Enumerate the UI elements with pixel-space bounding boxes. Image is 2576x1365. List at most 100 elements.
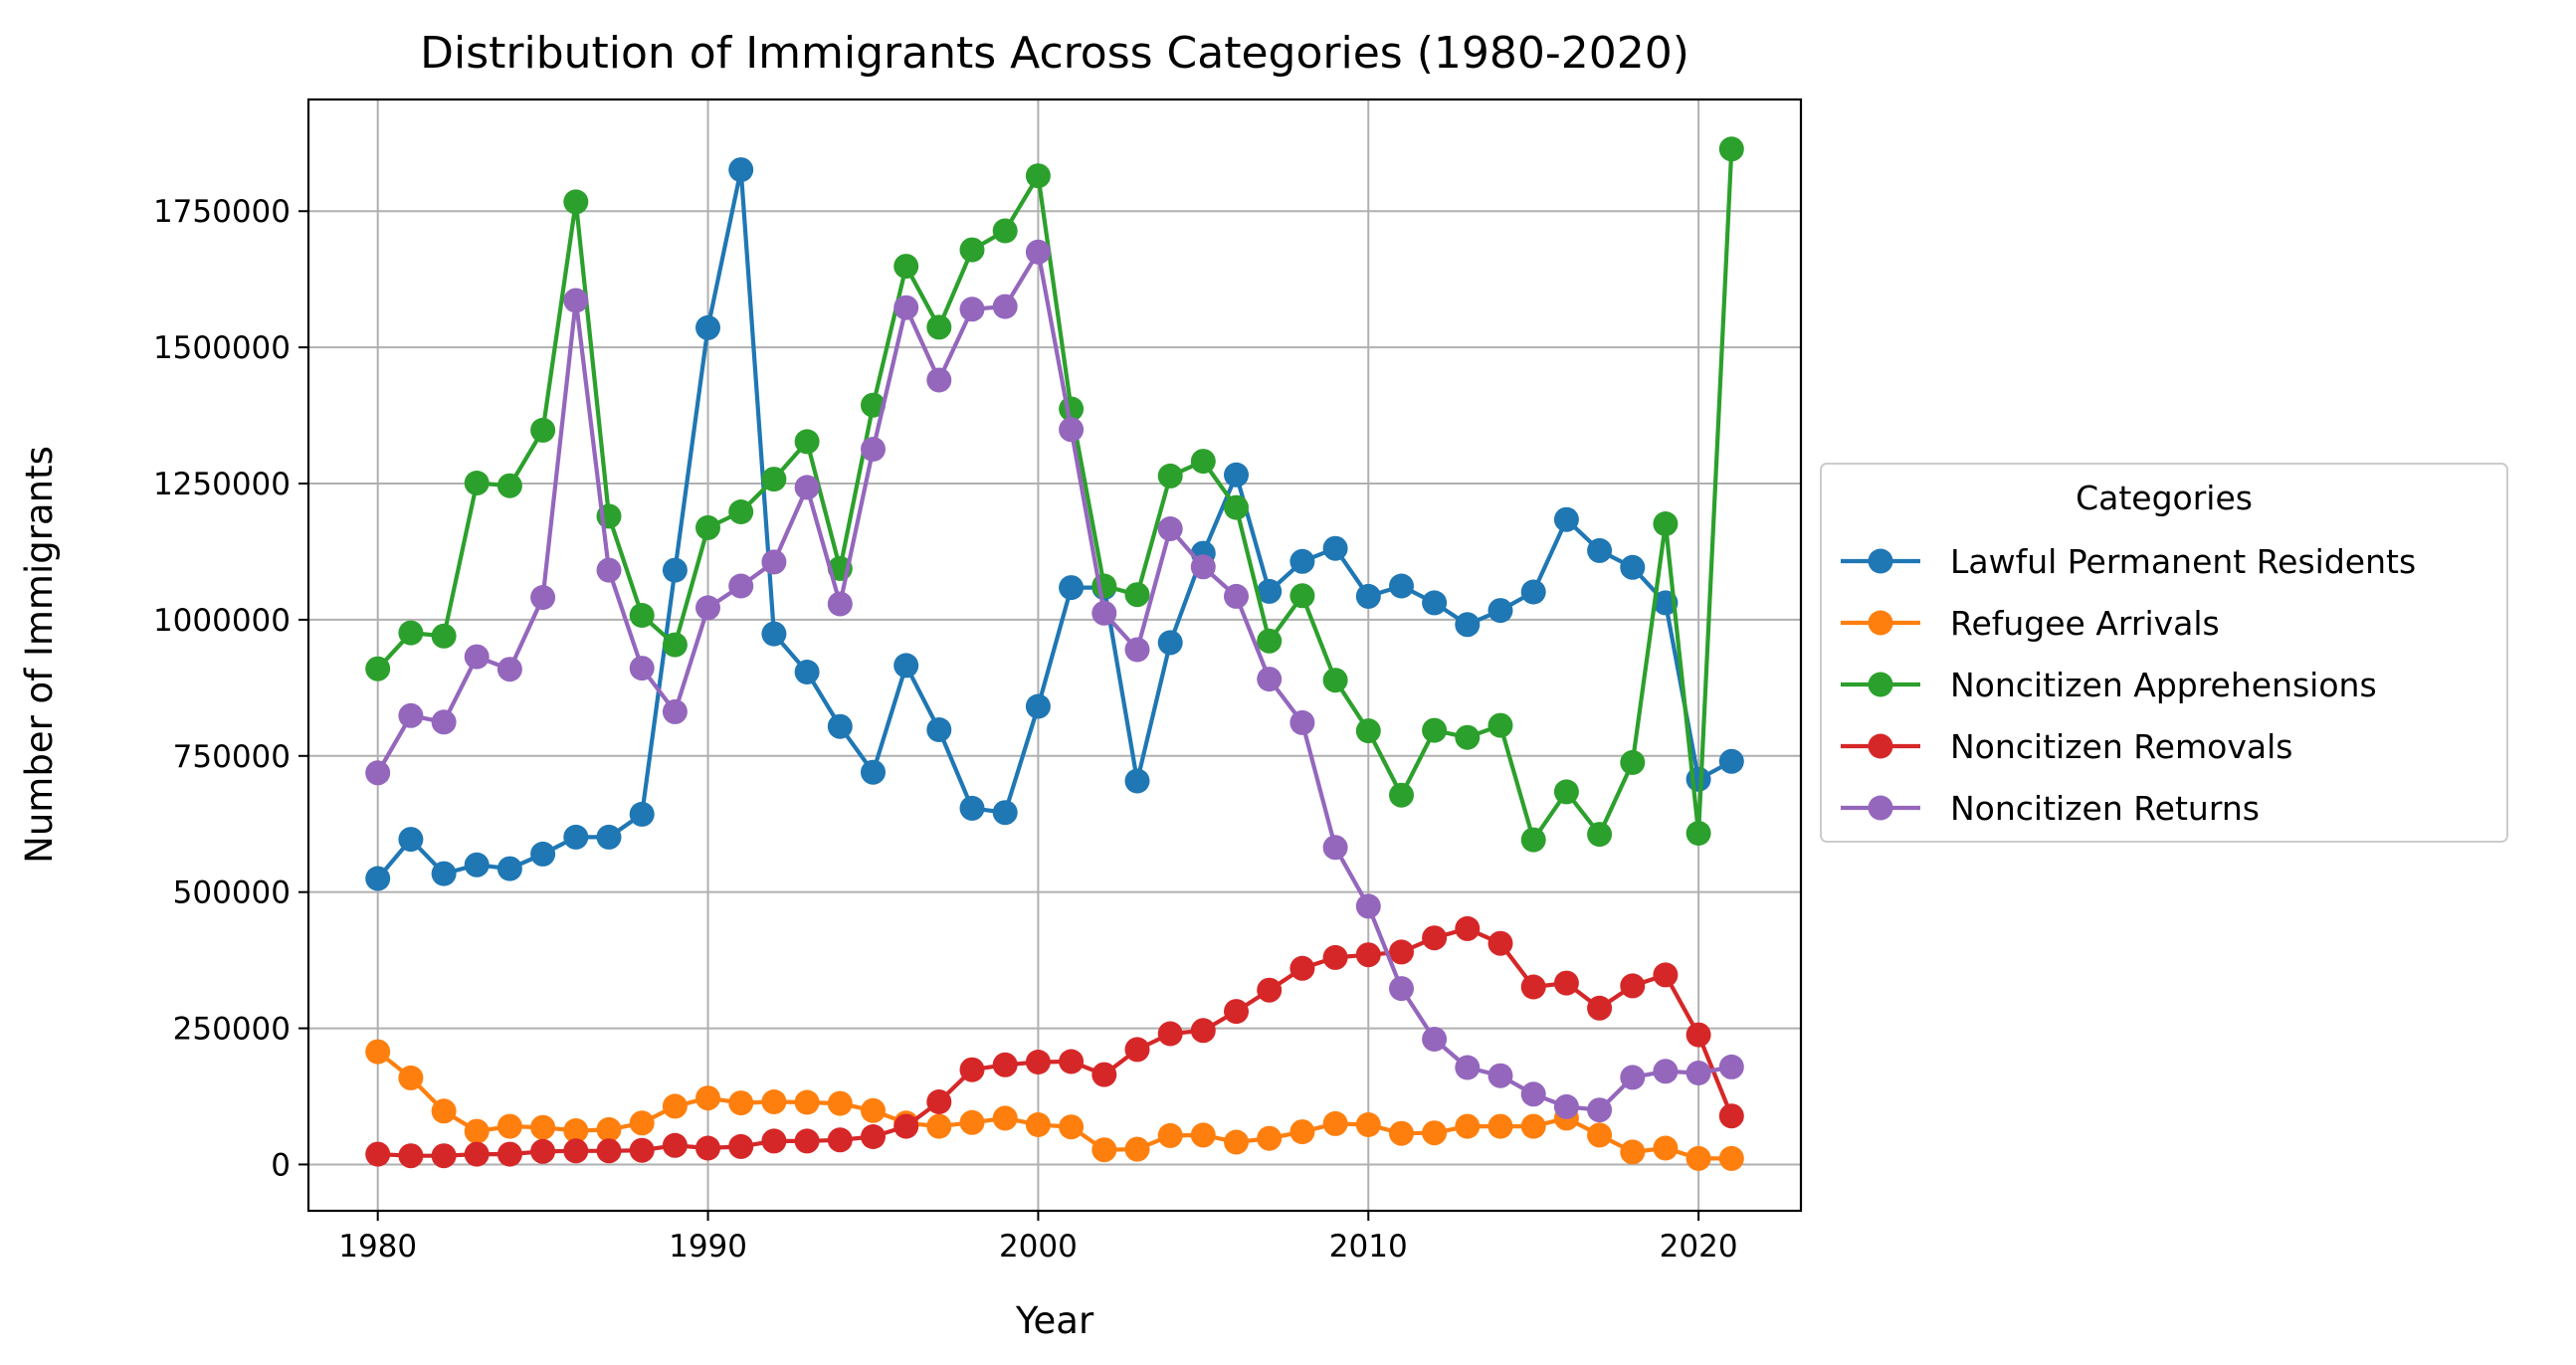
- data-point: [1422, 925, 1448, 951]
- series-layer: [365, 136, 1744, 1171]
- grid-lines: [308, 99, 1801, 1211]
- data-point: [1553, 506, 1579, 532]
- data-point: [728, 1133, 754, 1159]
- data-point: [1422, 1027, 1448, 1052]
- data-point: [827, 1090, 853, 1116]
- data-point: [629, 801, 655, 827]
- data-point: [827, 713, 853, 739]
- data-point: [1224, 494, 1249, 520]
- legend-label: Noncitizen Returns: [1950, 789, 2260, 828]
- data-point: [1224, 583, 1249, 609]
- data-point: [1389, 939, 1414, 965]
- legend-box: [1820, 463, 2508, 843]
- data-point: [431, 623, 457, 649]
- data-point: [1487, 930, 1513, 956]
- data-point: [365, 1039, 391, 1065]
- data-point: [992, 1105, 1018, 1131]
- data-point: [629, 1110, 655, 1136]
- legend-item: Refugee Arrivals: [1841, 604, 2220, 643]
- data-point: [1059, 1049, 1085, 1074]
- data-point: [662, 557, 688, 583]
- chart-title: Distribution of Immigrants Across Catego…: [420, 28, 1689, 79]
- data-point: [563, 288, 589, 313]
- data-point: [761, 1128, 787, 1154]
- data-point: [959, 1109, 985, 1135]
- y-tick-label: 500000: [173, 876, 291, 911]
- data-point: [1455, 1055, 1481, 1080]
- data-point: [530, 1138, 556, 1164]
- data-point: [1322, 668, 1348, 693]
- x-tick-label: 2020: [1660, 1229, 1738, 1265]
- legend-swatch-marker: [1868, 795, 1893, 821]
- x-axis-ticks: 1980 1990 2000 2010 2020: [338, 1211, 1738, 1265]
- data-point: [1553, 1093, 1579, 1119]
- data-point: [1422, 1120, 1448, 1146]
- data-point: [596, 1116, 622, 1142]
- x-tick-label: 1990: [669, 1229, 747, 1265]
- data-point: [1025, 1050, 1051, 1074]
- y-axis-label: Number of Immigrants: [18, 446, 61, 864]
- data-point: [1685, 1061, 1711, 1085]
- data-point: [1587, 537, 1613, 563]
- data-point: [926, 1089, 952, 1114]
- data-point: [1389, 782, 1414, 808]
- data-point: [530, 585, 556, 610]
- legend-item: Noncitizen Returns: [1841, 789, 2260, 828]
- data-point: [629, 603, 655, 628]
- data-point: [1124, 768, 1150, 794]
- data-point: [1389, 1120, 1414, 1146]
- data-point: [1059, 1114, 1085, 1140]
- data-point: [695, 595, 720, 621]
- data-point: [1355, 718, 1381, 744]
- data-point: [1322, 835, 1348, 861]
- data-point: [1124, 582, 1150, 608]
- legend-swatch-marker: [1868, 733, 1893, 759]
- data-point: [464, 471, 490, 495]
- data-point: [1289, 1119, 1315, 1145]
- data-point: [861, 437, 886, 462]
- x-tick-label: 1980: [338, 1229, 417, 1265]
- y-tick-label: 1750000: [153, 194, 291, 230]
- data-point: [761, 549, 787, 575]
- data-point: [1091, 600, 1117, 626]
- data-point: [926, 1113, 952, 1139]
- data-point: [1289, 548, 1315, 574]
- data-point: [662, 632, 688, 658]
- x-tick-label: 2010: [1329, 1229, 1408, 1265]
- data-point: [1718, 136, 1744, 162]
- data-point: [728, 1090, 754, 1116]
- data-point: [1718, 748, 1744, 774]
- data-point: [464, 1118, 490, 1144]
- data-point: [1157, 1122, 1183, 1148]
- data-point: [1620, 749, 1646, 775]
- x-tick-label: 2000: [999, 1229, 1078, 1265]
- data-point: [496, 473, 522, 498]
- data-point: [695, 1135, 720, 1161]
- data-point: [695, 314, 720, 340]
- data-point: [398, 702, 424, 728]
- data-point: [1025, 239, 1051, 265]
- data-point: [1620, 973, 1646, 999]
- data-point: [1718, 1054, 1744, 1079]
- legend-item: Noncitizen Removals: [1841, 727, 2292, 766]
- data-point: [1487, 712, 1513, 738]
- data-point: [662, 698, 688, 724]
- data-point: [431, 1098, 457, 1124]
- data-point: [794, 429, 820, 455]
- data-point: [1289, 709, 1315, 735]
- data-point: [1322, 944, 1348, 970]
- data-point: [464, 644, 490, 670]
- data-point: [926, 367, 952, 393]
- data-point: [926, 717, 952, 742]
- data-point: [464, 1141, 490, 1167]
- data-point: [496, 1141, 522, 1167]
- data-point: [1455, 1113, 1481, 1139]
- legend-items: Lawful Permanent Residents Refugee Arriva…: [1841, 542, 2416, 828]
- data-point: [629, 1137, 655, 1163]
- data-point: [1685, 1022, 1711, 1048]
- data-point: [1190, 554, 1216, 580]
- series-noncitizen-removals: [365, 915, 1744, 1169]
- data-point: [794, 660, 820, 684]
- plot-frame: [306, 98, 1803, 1213]
- data-point: [1091, 1137, 1117, 1163]
